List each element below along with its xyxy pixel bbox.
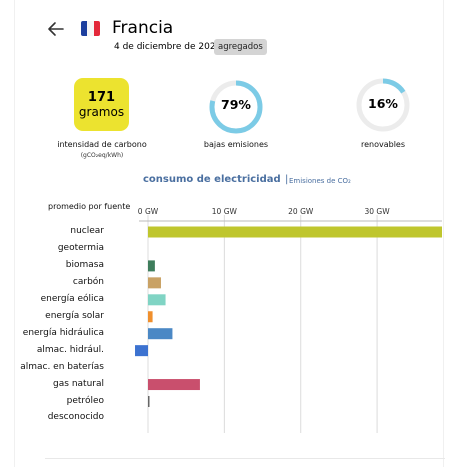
bar-2[interactable]: [148, 260, 155, 272]
category-label: biomasa: [65, 259, 104, 270]
category-label: geotermia: [57, 242, 104, 253]
x-tick-label: 0 GW: [138, 207, 159, 216]
category-label: energía solar: [45, 310, 104, 321]
low-emissions-label: bajas emisiones: [203, 140, 269, 149]
category-label: desconocido: [47, 412, 104, 423]
chart-title-consumption[interactable]: consumo de electricidad: [143, 174, 281, 185]
bar-7[interactable]: [135, 345, 148, 357]
chart-y-label: promedio por fuente: [48, 202, 131, 211]
date-label: 4 de diciembre de 2022: [114, 42, 222, 52]
carbon-intensity-value: 171: [87, 90, 116, 105]
x-tick-label: 10 GW: [212, 207, 238, 216]
bar-5[interactable]: [148, 311, 153, 323]
country-name: Francia: [112, 18, 174, 38]
carbon-intensity-sublabel: (gCO₂eq/kWh): [80, 152, 124, 159]
category-label: carbón: [72, 276, 104, 287]
carbon-intensity-box: 171 gramos: [74, 78, 129, 131]
category-label: energía hidráulica: [22, 327, 104, 338]
france-flag-icon: [81, 21, 100, 36]
renewables-ring: [356, 78, 410, 132]
x-tick-label: 20 GW: [288, 207, 314, 216]
consumption-bar-chart: 0 GW 10 GW 20 GW 30 GW: [135, 207, 442, 433]
renewables-label: renovables: [360, 140, 406, 149]
category-label: almac. en baterías: [20, 361, 104, 372]
category-label: nuclear: [70, 226, 104, 236]
bar-9[interactable]: [148, 379, 200, 391]
category-label: almac. hidrául.: [36, 344, 104, 355]
category-label: petróleo: [66, 395, 104, 406]
low-emissions-ring: [209, 80, 263, 134]
chart-title-separator: |: [285, 174, 289, 185]
bar-4[interactable]: [148, 294, 166, 306]
category-label: gas natural: [53, 378, 104, 389]
chart-title-emissions-link[interactable]: Emisiones de CO₂: [289, 177, 351, 185]
back-arrow-icon[interactable]: [47, 20, 65, 38]
bar-10[interactable]: [148, 396, 150, 407]
bar-6[interactable]: [148, 328, 173, 340]
category-label: energía eólica: [40, 293, 104, 304]
zone-details-panel: Francia 4 de diciembre de 2022 agregados…: [14, 0, 445, 467]
bar-3[interactable]: [148, 277, 161, 289]
low-emissions-value: 79%: [221, 97, 251, 112]
carbon-intensity-label: intensidad de carbono: [57, 140, 147, 149]
divider: [45, 458, 445, 459]
renewables-value: 16%: [368, 96, 398, 111]
x-tick-label: 30 GW: [365, 207, 391, 216]
aggregated-badge[interactable]: agregados: [214, 39, 267, 55]
bar-0[interactable]: [148, 226, 442, 238]
carbon-intensity-unit: gramos: [78, 105, 125, 119]
